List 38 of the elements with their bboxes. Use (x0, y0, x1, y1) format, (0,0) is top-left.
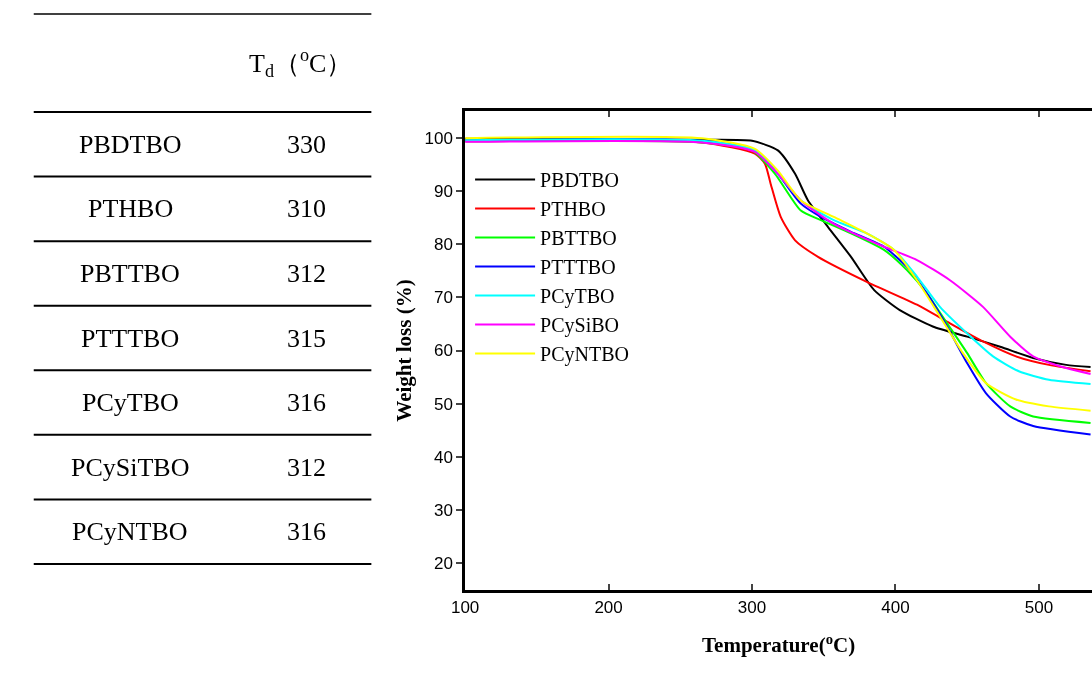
legend-label: PCyNTBO (540, 343, 629, 367)
legend-label: PTTTBO (540, 256, 616, 279)
category-label: PTTTBO (81, 324, 180, 353)
x-tick-label: 200 (594, 598, 623, 618)
y-axis-title: Weight loss (%) (391, 279, 416, 422)
x-tick-label: 100 (450, 598, 480, 618)
legend-label: PCySiBO (540, 314, 620, 338)
y-tick-label: 80 (434, 235, 453, 255)
y-tick-label: 60 (434, 341, 453, 361)
data-label: 310 (287, 194, 326, 223)
category-label: PBTTBO (80, 259, 180, 288)
data-label: 330 (287, 130, 326, 159)
legend-label: PBDTBO (540, 169, 619, 192)
category-label: PCySiTBO (71, 453, 190, 482)
x-tick-label: 400 (881, 598, 910, 618)
legend-label: PBTTBO (540, 227, 617, 250)
x-tick-label: 500 (1024, 598, 1054, 618)
legend-label: PTHBO (540, 198, 606, 221)
y-tick-label: 30 (434, 501, 453, 521)
category-label: PCyTBO (82, 388, 179, 417)
x-tick-label: 300 (737, 598, 767, 618)
data-label: 316 (287, 388, 326, 417)
y-tick-label: 70 (434, 288, 453, 308)
data-label: 312 (287, 259, 326, 288)
category-label: PCyNTBO (72, 517, 188, 546)
text: T$_{d}$（$^{o}$C） (249, 45, 353, 82)
legend-label: PCyTBO (540, 285, 615, 309)
category-label: PTHBO (88, 194, 174, 223)
x-axis-title: Temperature($^{o}$C) (701, 630, 856, 658)
data-label: 312 (287, 453, 326, 482)
data-label: 316 (287, 517, 326, 546)
y-tick-label: 40 (434, 447, 453, 467)
category-label: PBDTBO (79, 130, 182, 159)
y-tick-label: 100 (424, 128, 453, 148)
y-tick-label: 90 (434, 181, 453, 201)
y-tick-label: 50 (434, 394, 453, 414)
y-tick-label: 20 (434, 554, 453, 574)
data-label: 315 (287, 324, 326, 353)
